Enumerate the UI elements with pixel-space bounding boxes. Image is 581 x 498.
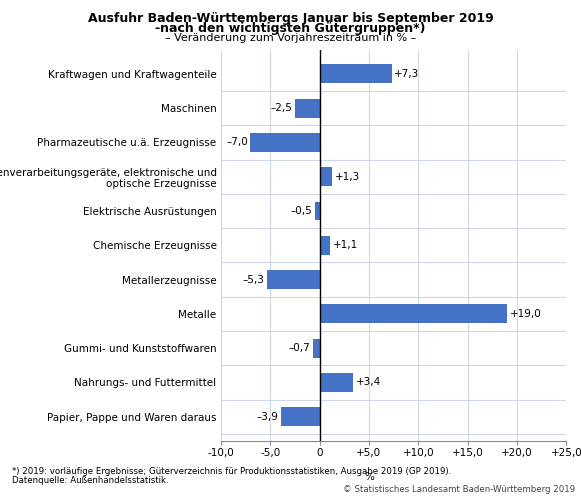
Text: -nach den wichtigsten Gütergruppen*): -nach den wichtigsten Gütergruppen*) [155,22,426,35]
Text: –0,7: –0,7 [288,343,310,353]
Text: Ausfuhr Baden-Württembergs Januar bis September 2019: Ausfuhr Baden-Württembergs Januar bis Se… [88,12,493,25]
Text: – Veränderung zum Vorjahreszeitraum in % –: – Veränderung zum Vorjahreszeitraum in %… [165,33,416,43]
Bar [281,407,320,426]
Text: +19,0: +19,0 [510,309,541,319]
Bar [250,133,320,152]
Bar [295,99,320,118]
Text: +7,3: +7,3 [394,69,419,79]
Text: +1,3: +1,3 [335,172,360,182]
Text: *) 2019: vorläufige Ergebnisse; Güterverzeichnis für Produktionsstatistiken, Aus: *) 2019: vorläufige Ergebnisse; Güterver… [12,467,451,476]
Bar [313,339,320,358]
Bar [320,64,392,83]
Bar [267,270,320,289]
Bar [315,202,320,221]
Text: +1,1: +1,1 [333,240,358,250]
Text: +3,4: +3,4 [356,377,381,387]
Text: %: % [364,472,374,482]
Bar [320,167,332,186]
Text: –2,5: –2,5 [271,103,292,113]
Text: –7,0: –7,0 [226,137,248,147]
Text: –3,9: –3,9 [257,412,278,422]
Bar [320,304,507,323]
Bar [320,373,353,392]
Text: –0,5: –0,5 [290,206,312,216]
Text: –5,3: –5,3 [243,274,265,284]
Bar [320,236,331,254]
Text: Datenquelle: Außenhandelsstatistik.: Datenquelle: Außenhandelsstatistik. [12,476,168,485]
Text: © Statistisches Landesamt Baden-Württemberg 2019: © Statistisches Landesamt Baden-Württemb… [343,485,575,494]
